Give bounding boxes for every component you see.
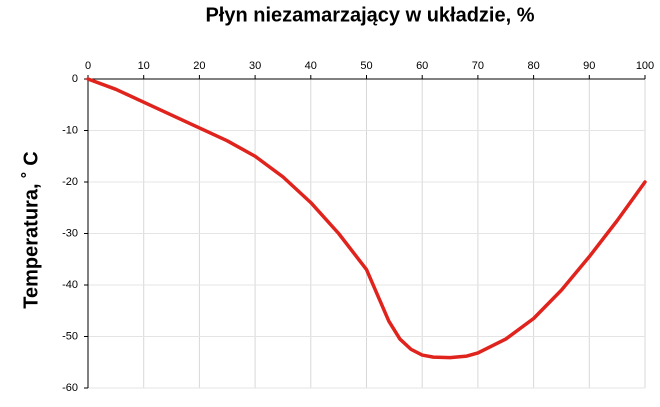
x-tick-label: 40	[305, 60, 317, 72]
y-tick-label: -20	[62, 176, 78, 188]
x-tick-label: 90	[583, 60, 595, 72]
chart-title: Płyn niezamarzający w układzie, %	[205, 4, 534, 26]
y-axis-label: Temperatura, ˚ C	[19, 151, 42, 308]
x-tick-label: 10	[138, 60, 150, 72]
x-tick-label: 30	[249, 60, 261, 72]
y-tick-label: -60	[62, 382, 78, 394]
x-tick-label: 100	[636, 60, 654, 72]
x-tick-label: 0	[85, 60, 91, 72]
x-tick-label: 70	[472, 60, 484, 72]
x-tick-label: 60	[416, 60, 428, 72]
y-tick-label: 0	[72, 73, 78, 85]
x-tick-label: 80	[527, 60, 539, 72]
x-tick-label: 50	[360, 60, 372, 72]
y-tick-label: -40	[62, 279, 78, 291]
y-tick-label: -10	[62, 124, 78, 136]
data-line	[86, 77, 647, 360]
y-tick-label: -30	[62, 227, 78, 239]
x-tick-label: 20	[193, 60, 205, 72]
y-tick-label: -50	[62, 330, 78, 342]
